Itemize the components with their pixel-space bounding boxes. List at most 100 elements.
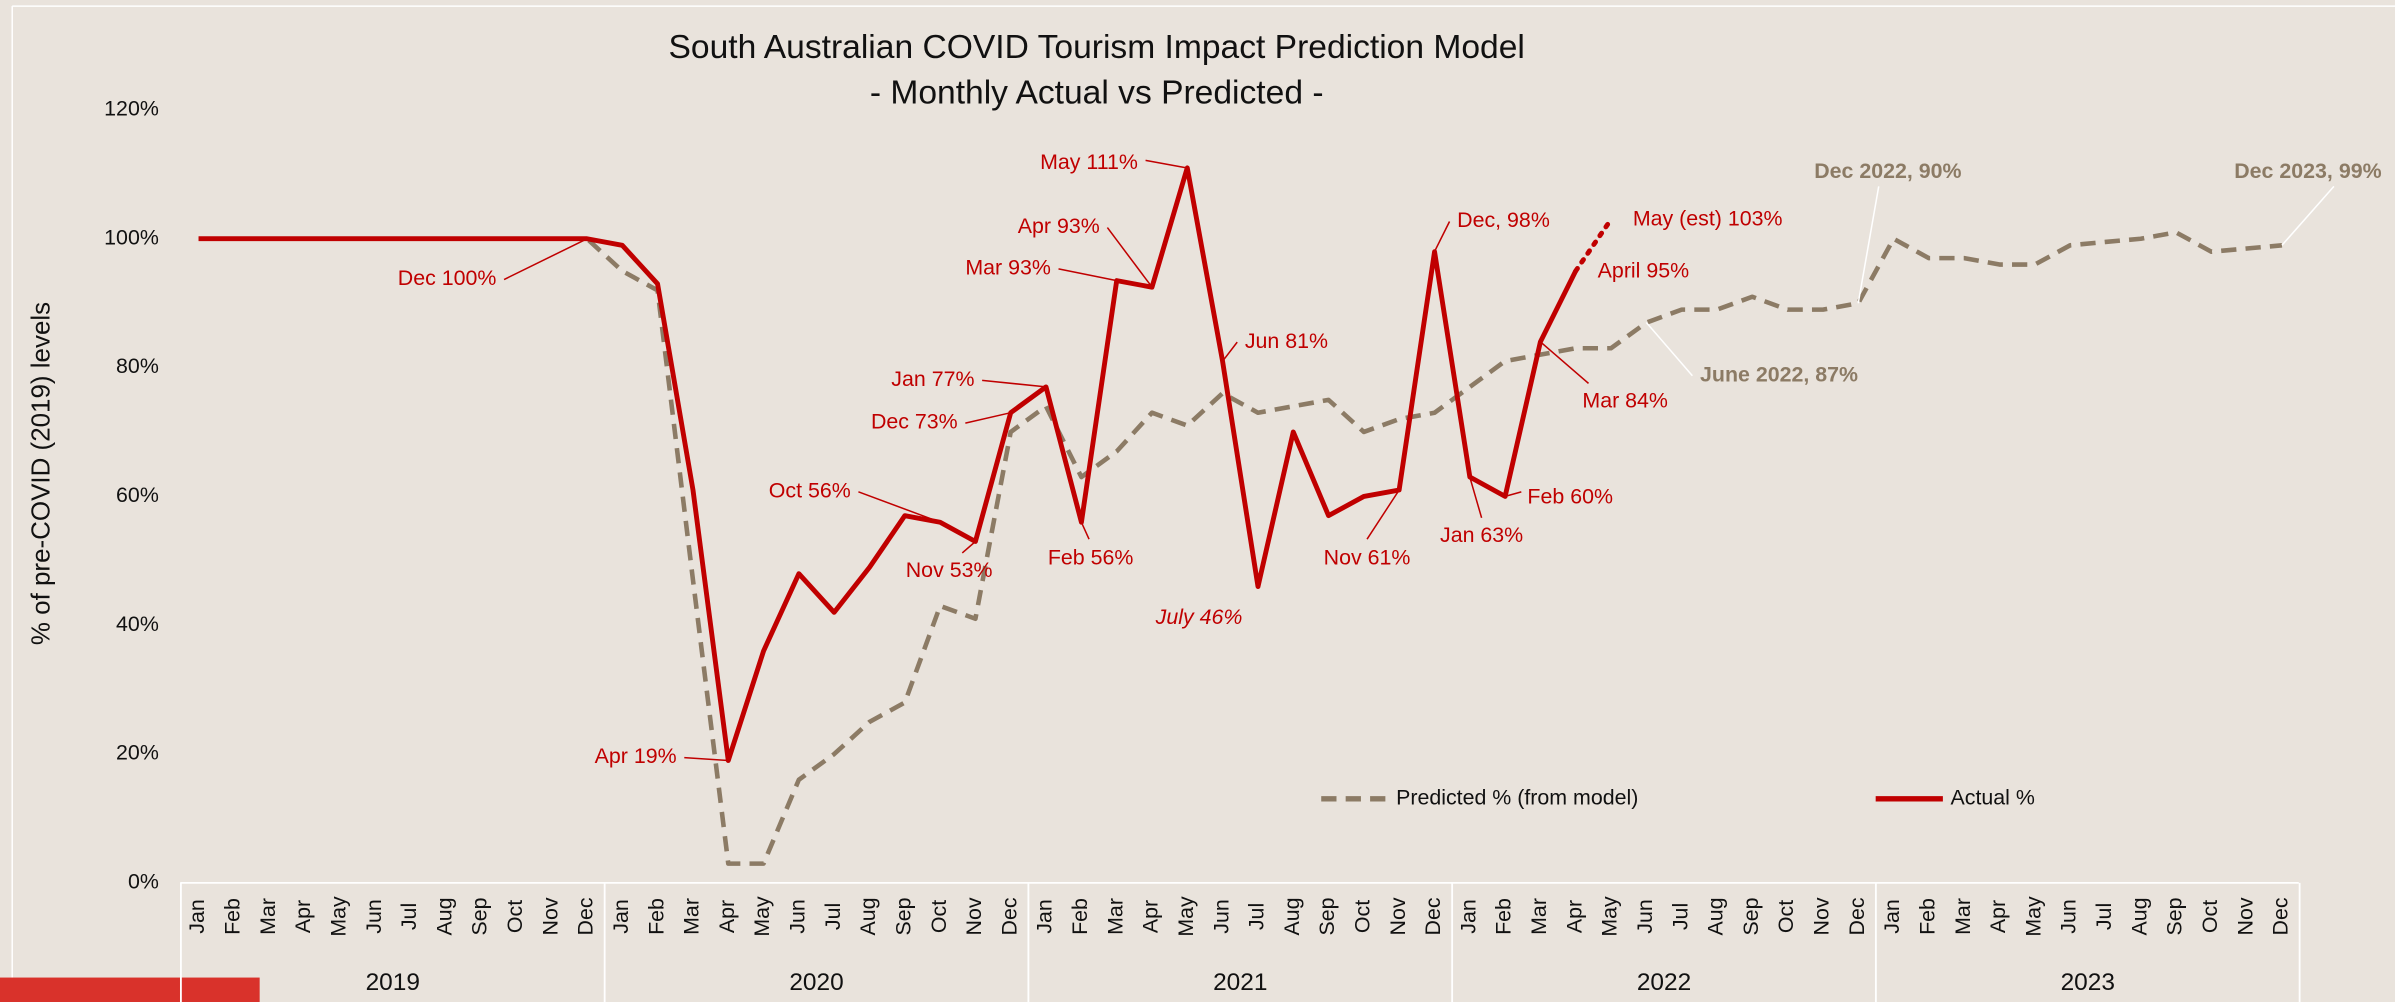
annotation: Nov 53%: [906, 558, 993, 582]
x-tick-label: Aug: [856, 897, 880, 935]
x-tick-label: Apr: [291, 900, 315, 933]
x-tick-label: Mar: [1103, 898, 1127, 935]
annotation-leader: [1469, 476, 1483, 519]
x-tick-label: Aug: [432, 897, 456, 935]
x-tick-label: Jul: [821, 903, 845, 930]
legend-label: Actual %: [1951, 785, 2035, 809]
annotation: Dec 73%: [871, 410, 958, 434]
annotation-leader: [1504, 491, 1522, 498]
annotation: Jun 81%: [1245, 329, 1328, 353]
x-tick-label: Sep: [1739, 897, 1763, 935]
x-tick-label: Jan: [185, 899, 209, 933]
annotation: Dec 100%: [398, 266, 497, 290]
annotation: Apr 93%: [1018, 214, 1100, 238]
annotation-leader: [858, 491, 941, 523]
annotation-leader: [684, 756, 729, 762]
annotation: Mar 93%: [965, 255, 1051, 279]
series-line: [198, 165, 1578, 763]
y-tick-label: 0%: [128, 869, 159, 893]
annotation: Jan 77%: [891, 367, 974, 391]
x-tick-label: Feb: [221, 898, 245, 935]
chart-subtitle: - Monthly Actual vs Predicted -: [870, 75, 1324, 112]
x-tick-label: Feb: [1915, 898, 1939, 935]
x-tick-label: Apr: [1562, 900, 1586, 933]
x-tick-label: Jul: [397, 903, 421, 930]
annotation: Oct 56%: [769, 478, 851, 502]
y-tick-label: 80%: [116, 354, 159, 378]
annotation-leader: [503, 238, 588, 281]
x-tick-label: May: [2021, 896, 2045, 937]
x-tick-label: Dec: [574, 897, 598, 935]
legend-label: Predicted % (from model): [1396, 785, 1638, 809]
annotation-leader: [1645, 322, 1693, 377]
annotation-leader: [1857, 186, 1880, 304]
x-tick-label: Nov: [538, 897, 562, 935]
annotation: June 2022, 87%: [1700, 362, 1858, 386]
x-tick-label: Sep: [468, 897, 492, 935]
year-label: 2022: [1637, 969, 1691, 996]
annotation-leader: [2281, 185, 2335, 246]
x-tick-label: Aug: [2127, 897, 2151, 935]
annotation-leader: [965, 411, 1011, 424]
annotation-leader: [1433, 221, 1451, 253]
x-tick-label: Oct: [2198, 900, 2222, 933]
x-tick-label: Sep: [2163, 897, 2187, 935]
x-tick-label: Jan: [1880, 899, 1904, 933]
x-tick-label: Apr: [1986, 900, 2010, 933]
x-tick-label: Jan: [1456, 899, 1480, 933]
x-tick-label: Mar: [1527, 898, 1551, 935]
annotation: Dec, 98%: [1457, 208, 1550, 232]
series-line-estimate: [1573, 217, 1614, 274]
y-tick-label: 120%: [104, 97, 159, 121]
x-tick-label: Jul: [1245, 903, 1269, 930]
y-tick-label: 100%: [104, 225, 159, 249]
annotation-leader: [982, 379, 1047, 388]
annotation-leader: [1145, 159, 1188, 169]
x-tick-label: Oct: [1351, 900, 1375, 933]
annotation: Mar 84%: [1582, 388, 1668, 412]
x-tick-label: Sep: [1315, 897, 1339, 935]
x-tick-label: May: [1174, 896, 1198, 937]
x-tick-label: Jul: [2092, 903, 2116, 930]
x-tick-label: Aug: [1704, 897, 1728, 935]
annotation: May (est) 103%: [1633, 207, 1783, 231]
annotation-leader: [1058, 268, 1117, 282]
annotation: Jan 63%: [1440, 523, 1523, 547]
x-tick-label: Jan: [1033, 899, 1057, 933]
annotation: Nov 61%: [1324, 546, 1411, 570]
y-tick-label: 60%: [116, 483, 159, 507]
year-label: 2020: [789, 969, 843, 996]
annotation-leader: [1222, 341, 1238, 362]
x-tick-label: Oct: [503, 900, 527, 933]
x-tick-label: May: [326, 896, 350, 937]
year-label: 2021: [1213, 969, 1267, 996]
annotation: Apr 19%: [595, 744, 677, 768]
x-tick-label: May: [1598, 896, 1622, 937]
y-tick-label: 40%: [116, 612, 159, 636]
x-tick-label: Feb: [1068, 898, 1092, 935]
x-tick-label: Dec: [1845, 897, 1869, 935]
chart-title: South Australian COVID Tourism Impact Pr…: [668, 29, 1524, 66]
x-tick-label: Jun: [362, 899, 386, 933]
year-label: 2023: [2061, 969, 2115, 996]
x-tick-label: Jun: [1633, 899, 1657, 933]
x-tick-label: Feb: [1492, 898, 1516, 935]
x-tick-label: Apr: [1139, 900, 1163, 933]
corner-band: [0, 977, 260, 1002]
x-tick-label: Jul: [1668, 903, 1692, 930]
y-axis-label: % of pre-COVID (2019) levels: [26, 302, 56, 645]
annotation-leader: [1080, 521, 1090, 540]
x-tick-label: Feb: [644, 898, 668, 935]
annotation: Dec 2022, 90%: [1814, 159, 1961, 183]
x-tick-label: Nov: [1810, 897, 1834, 935]
x-tick-label: Jun: [2057, 899, 2081, 933]
year-label: 2019: [366, 969, 420, 996]
x-tick-label: Dec: [2269, 897, 2293, 935]
x-tick-label: May: [750, 896, 774, 937]
annotation: Feb 56%: [1048, 546, 1134, 570]
x-tick-label: Jun: [786, 899, 810, 933]
annotation: Feb 60%: [1527, 485, 1613, 509]
x-tick-label: Mar: [1951, 898, 1975, 935]
